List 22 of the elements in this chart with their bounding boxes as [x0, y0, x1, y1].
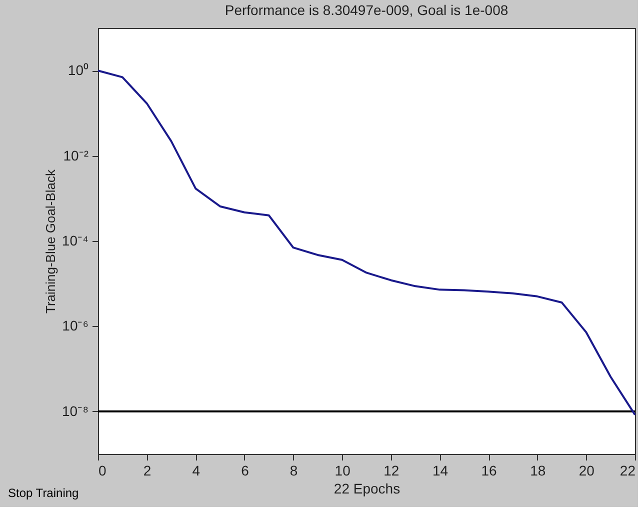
y-axis-title: Training-Blue Goal-Black [42, 168, 58, 314]
x-tick-label: 20 [578, 462, 595, 478]
y-tick-label: 10⁻⁶ [62, 318, 88, 334]
x-tick-label: 4 [192, 462, 200, 478]
y-tick-label: 10⁻⁸ [62, 402, 89, 419]
text: Stop Training [8, 486, 79, 500]
y-tick-label: 10⁻⁴ [62, 232, 88, 248]
x-tick-label: 12 [384, 462, 400, 478]
chart-title: Performance is 8.30497e-009, Goal is 1e-008 [224, 2, 508, 18]
x-tick-label: 22 [620, 462, 636, 478]
y-tick-label: 10⁻² [63, 147, 89, 164]
line-series [97, 70, 636, 416]
x-axis-title: 22 Epochs [334, 480, 400, 496]
x-tick-label: 6 [241, 462, 250, 478]
x-tick-label: 2 [143, 462, 152, 478]
y-tick-label: 10⁰ [68, 62, 88, 78]
x-tick-label: 16 [481, 462, 498, 478]
x-tick-label: 14 [432, 462, 448, 478]
x-tick-label: 8 [290, 462, 298, 478]
x-tick-label: 18 [530, 462, 546, 478]
x-tick-label: 0 [98, 462, 106, 478]
x-tick-label: 10 [334, 462, 351, 478]
